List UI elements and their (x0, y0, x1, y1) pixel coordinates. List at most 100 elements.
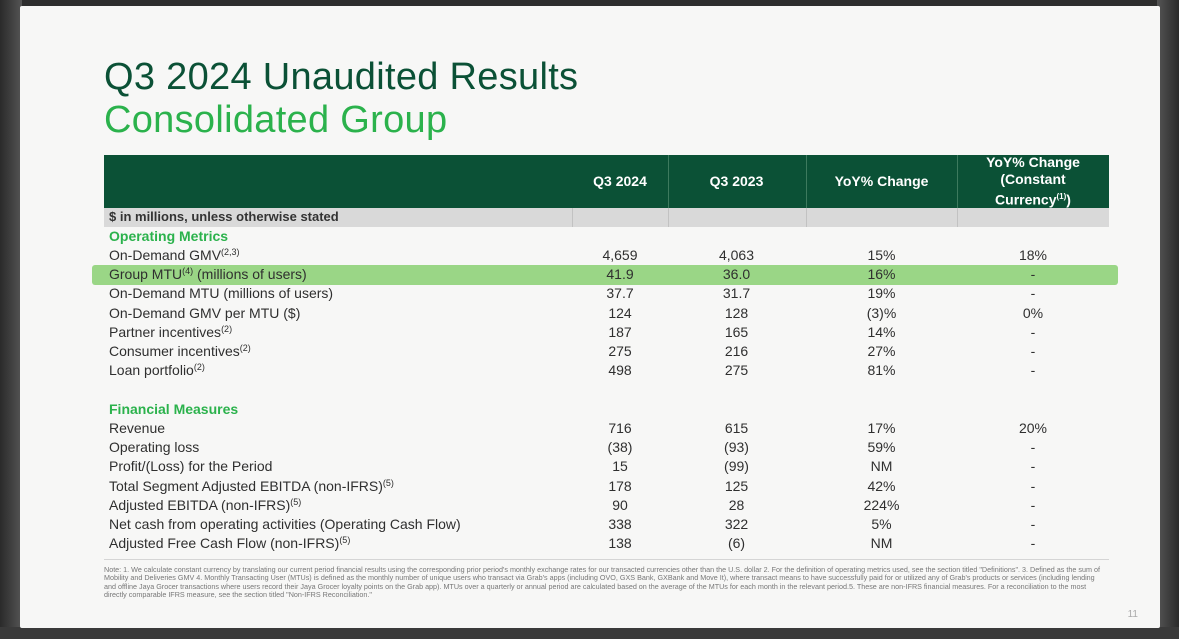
cell-yoy: 17% (867, 420, 896, 436)
cell-yoy-cc: 18% (1018, 247, 1048, 263)
cell-q3-2024: 41.9 (606, 266, 634, 283)
cell-yoy: 19% (867, 285, 896, 302)
units-divider (572, 208, 573, 227)
row-label: On-Demand MTU (millions of users) (109, 285, 334, 302)
row-label: Adjusted Free Cash Flow (non-IFRS)(5) (109, 535, 351, 552)
table-row: Operating loss (38) (93) 59% - (104, 439, 1109, 458)
col-header-yoy-cc-line1: YoY% Change (986, 154, 1080, 171)
cell-yoy-cc: - (1030, 362, 1036, 379)
row-label: Adjusted EBITDA (non-IFRS)(5) (109, 496, 302, 513)
table-header: Q3 2024 Q3 2023 YoY% Change YoY% Change … (104, 154, 1109, 208)
cell-yoy-cc: - (1030, 516, 1036, 532)
photo-frame-right (1157, 0, 1179, 639)
cell-yoy: 14% (867, 323, 896, 340)
cell-yoy-cc: 20% (1018, 420, 1048, 436)
cell-q3-2023: (93) (724, 439, 749, 456)
units-divider (957, 208, 958, 227)
row-label: On-Demand GMV per MTU ($) (109, 304, 301, 321)
slide-title: Q3 2024 Unaudited Results (104, 56, 579, 98)
cell-q3-2024: (38) (607, 439, 633, 456)
cell-yoy-cc: - (1030, 266, 1036, 283)
slide-subtitle: Consolidated Group (104, 99, 448, 141)
highlight-marker (92, 265, 1118, 285)
units-divider (668, 208, 669, 227)
table-row: Group MTU(4) (millions of users) 41.9 36.0… (104, 266, 1109, 285)
row-label: Group MTU(4) (millions of users) (109, 266, 307, 283)
cell-q3-2024: 178 (608, 477, 632, 494)
col-header-q3-2024: Q3 2024 (593, 173, 647, 189)
cell-q3-2024: 275 (608, 343, 632, 359)
units-bar: $ in millions, unless otherwise stated (104, 208, 1109, 227)
col-header-q3-2023: Q3 2023 (709, 173, 764, 189)
section-operating-metrics: Operating Metrics (109, 228, 229, 244)
cell-yoy: (3)% (866, 304, 897, 321)
cell-yoy-cc: 0% (1022, 304, 1044, 321)
table-row: Adjusted Free Cash Flow (non-IFRS)(5) 138… (104, 535, 1109, 554)
cell-q3-2023: 165 (724, 323, 749, 340)
header-divider (957, 155, 958, 208)
cell-yoy-cc: - (1030, 285, 1036, 302)
section-financial-measures: Financial Measures (109, 401, 239, 417)
cell-yoy: 5% (871, 516, 892, 532)
photo-frame-left (0, 0, 22, 639)
cell-q3-2023: (6) (727, 535, 746, 552)
row-label: Loan portfolio(2) (109, 362, 205, 379)
table-row: On-Demand GMV per MTU ($) 124 128 (3)% 0% (104, 305, 1109, 324)
cell-yoy-cc: - (1030, 496, 1036, 513)
cell-q3-2023: 128 (724, 304, 749, 321)
cell-q3-2023: 216 (724, 343, 749, 359)
table-row: Total Segment Adjusted EBITDA (non-IFRS)… (104, 478, 1109, 497)
row-label: Partner incentives(2) (109, 323, 233, 340)
units-divider (806, 208, 807, 227)
table-row: On-Demand MTU (millions of users) 37.7 31.… (104, 285, 1109, 304)
cell-q3-2024: 37.7 (606, 285, 634, 302)
footnote-divider (104, 559, 1109, 560)
cell-yoy-cc: - (1030, 477, 1036, 494)
cell-yoy: 81% (867, 362, 896, 379)
table-row: Partner incentives(2) 187 165 14% - (104, 324, 1109, 343)
slide: Q3 2024 Unaudited Results Consolidated G… (20, 6, 1160, 628)
table-row: Consumer incentives(2) 275 216 27% - (104, 343, 1109, 362)
col-header-yoy-constant-currency: YoY% Change (Constant Currency(1)) (957, 154, 1109, 208)
cell-q3-2024: 124 (608, 304, 632, 321)
cell-yoy: 15% (867, 247, 896, 263)
row-label: Consumer incentives(2) (109, 343, 251, 359)
cell-yoy: 42% (867, 477, 896, 494)
cell-yoy: 224% (863, 496, 900, 513)
col-header-yoy-cc-line3: Currency(1)) (995, 191, 1071, 208)
photo-frame-bottom (0, 627, 1179, 639)
cell-q3-2023: 322 (724, 516, 749, 532)
row-label: Revenue (109, 420, 166, 436)
units-label: $ in millions, unless otherwise stated (109, 209, 339, 224)
cell-yoy-cc: - (1030, 343, 1036, 359)
cell-q3-2024: 4,659 (602, 247, 638, 263)
col-header-yoy-cc-line2: (Constant (1000, 171, 1066, 188)
cell-yoy-cc: - (1030, 535, 1036, 552)
col-header-yoy: YoY% Change (834, 173, 929, 189)
cell-q3-2023: 275 (724, 362, 749, 379)
cell-q3-2023: (99) (724, 458, 749, 475)
cell-yoy: 59% (867, 439, 896, 456)
row-label: Total Segment Adjusted EBITDA (non-IFRS)… (109, 477, 394, 494)
cell-q3-2024: 716 (608, 420, 632, 436)
row-label: Net cash from operating activities (Oper… (109, 516, 461, 532)
cell-q3-2024: 90 (612, 496, 628, 513)
header-divider (668, 155, 669, 208)
cell-q3-2024: 187 (608, 323, 632, 340)
cell-yoy-cc: - (1030, 323, 1036, 340)
table-row: Revenue 716 615 17% 20% (104, 420, 1109, 439)
footnote: Note: 1. We calculate constant currency … (104, 565, 1100, 599)
cell-q3-2023: 125 (724, 477, 749, 494)
cell-q3-2024: 338 (608, 516, 632, 532)
table-row: On-Demand GMV(2,3) 4,659 4,063 15% 18% (104, 247, 1109, 266)
cell-q3-2024: 15 (612, 458, 628, 475)
cell-yoy: NM (870, 535, 893, 552)
cell-q3-2023: 4,063 (718, 247, 755, 263)
cell-yoy: 16% (867, 266, 896, 283)
cell-yoy-cc: - (1030, 439, 1036, 456)
cell-yoy-cc: - (1030, 458, 1036, 475)
row-label: Profit/(Loss) for the Period (109, 458, 273, 475)
cell-q3-2024: 138 (608, 535, 632, 552)
cell-yoy: 27% (867, 343, 896, 359)
table-row: Profit/(Loss) for the Period 15 (99) NM - (104, 458, 1109, 477)
